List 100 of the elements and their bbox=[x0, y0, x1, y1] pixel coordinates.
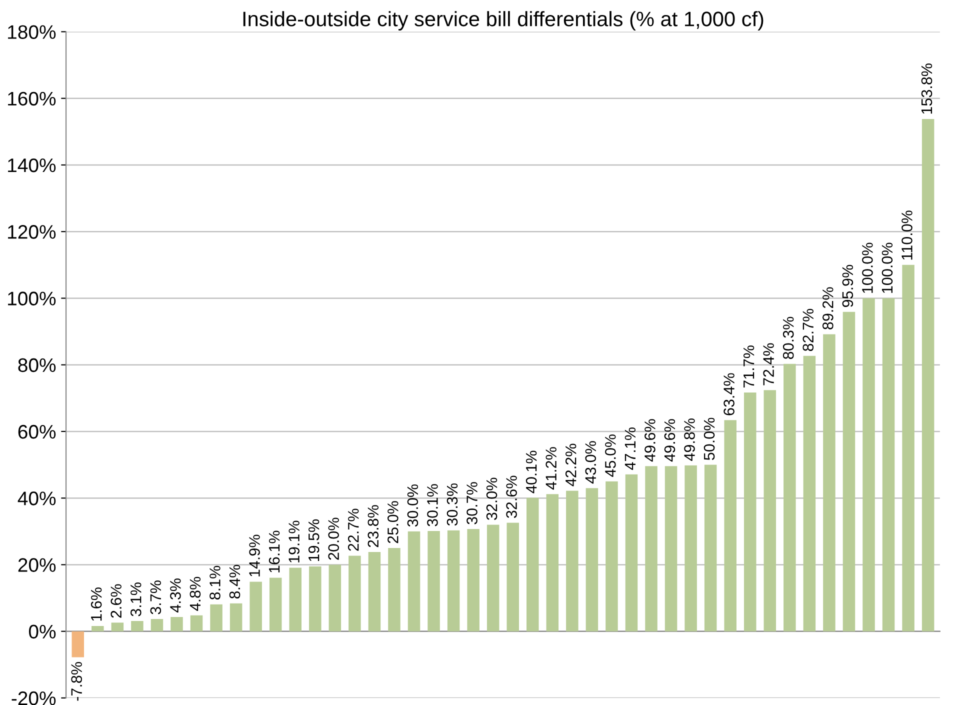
data-label: 19.5% bbox=[308, 519, 320, 562]
bar bbox=[428, 531, 440, 632]
data-label: 72.4% bbox=[763, 343, 774, 386]
bar bbox=[625, 474, 638, 632]
bar bbox=[902, 264, 914, 632]
data-label: 25.0% bbox=[388, 501, 398, 544]
data-label: 1.6% bbox=[90, 588, 102, 621]
bar bbox=[131, 621, 144, 632]
bar bbox=[704, 464, 717, 632]
data-label: 19.1% bbox=[288, 520, 300, 562]
bar bbox=[309, 566, 322, 632]
bar bbox=[546, 494, 559, 632]
data-label: 3.1% bbox=[130, 582, 142, 616]
bar bbox=[467, 529, 480, 632]
bar bbox=[230, 603, 242, 632]
bar bbox=[764, 390, 776, 632]
data-label: 50.0% bbox=[704, 418, 715, 460]
bar bbox=[606, 481, 618, 632]
bar bbox=[526, 498, 539, 632]
data-label: 95.9% bbox=[842, 264, 854, 307]
y-tick-label: 40% bbox=[18, 492, 56, 506]
bar bbox=[388, 548, 400, 632]
bar bbox=[111, 622, 124, 632]
data-label: 2.6% bbox=[110, 584, 122, 618]
bar bbox=[823, 334, 836, 632]
data-label: 49.8% bbox=[684, 418, 695, 461]
y-tick-label: 160% bbox=[8, 92, 56, 106]
data-label: 49.6% bbox=[644, 419, 656, 462]
data-label: 63.4% bbox=[724, 373, 734, 416]
chart-title: Inside-outside city service bill differentials (% at 1,000 cf) bbox=[243, 11, 764, 30]
data-label: 40.1% bbox=[526, 450, 537, 494]
bar bbox=[210, 604, 222, 632]
data-label: 14.9% bbox=[249, 534, 260, 576]
data-label: 89.2% bbox=[822, 287, 834, 330]
data-label: 71.7% bbox=[743, 346, 754, 388]
bar bbox=[882, 298, 895, 632]
bar bbox=[328, 564, 342, 632]
bar bbox=[506, 522, 519, 632]
data-label: 20.0% bbox=[328, 518, 340, 560]
data-label: 47.1% bbox=[624, 427, 636, 470]
data-label: 80.3% bbox=[782, 316, 794, 360]
y-tick-label: 180% bbox=[8, 25, 56, 39]
data-label: 45.0% bbox=[605, 434, 616, 477]
data-label: 4.3% bbox=[170, 578, 181, 612]
y-tick-label: 140% bbox=[8, 158, 56, 172]
data-label: -7.8% bbox=[71, 662, 82, 701]
bar bbox=[447, 530, 460, 632]
bar bbox=[289, 568, 302, 632]
bar bbox=[368, 552, 381, 632]
bar bbox=[72, 631, 84, 658]
data-label: 110.0% bbox=[902, 210, 912, 260]
y-tick-label: 60% bbox=[18, 424, 56, 439]
y-tick-label: -20% bbox=[12, 691, 56, 705]
data-label: 16.1% bbox=[268, 530, 280, 572]
data-label: 8.4% bbox=[229, 564, 240, 599]
bar bbox=[784, 364, 796, 632]
y-tick-label: 0% bbox=[28, 624, 56, 639]
bar bbox=[664, 466, 678, 632]
data-label: 4.8% bbox=[190, 576, 201, 611]
bar bbox=[269, 578, 282, 632]
data-label: 32.6% bbox=[506, 476, 517, 518]
bar bbox=[408, 531, 420, 632]
data-label: 42.2% bbox=[565, 444, 576, 486]
bar bbox=[586, 488, 598, 632]
data-label: 8.1% bbox=[210, 566, 220, 600]
data-label: 23.8% bbox=[368, 505, 379, 548]
bar bbox=[190, 615, 203, 632]
bar bbox=[170, 617, 183, 632]
y-tick-label: 100% bbox=[8, 292, 56, 306]
bar bbox=[744, 392, 756, 632]
y-tick-label: 20% bbox=[18, 558, 56, 572]
data-label: 30.7% bbox=[466, 482, 478, 524]
data-label: 49.6% bbox=[664, 419, 676, 462]
bar bbox=[150, 619, 164, 632]
bar bbox=[645, 466, 658, 632]
data-label: 22.7% bbox=[348, 508, 359, 551]
bar bbox=[862, 298, 875, 632]
bar bbox=[348, 556, 361, 632]
data-label: 100.0% bbox=[862, 242, 873, 293]
data-label: 100.0% bbox=[882, 242, 893, 293]
y-tick-label: 120% bbox=[8, 225, 56, 239]
data-label: 41.2% bbox=[546, 447, 556, 490]
data-label: 3.7% bbox=[150, 580, 162, 614]
bar bbox=[922, 119, 934, 632]
bar bbox=[684, 465, 697, 632]
bar bbox=[724, 420, 736, 632]
bar bbox=[842, 312, 856, 632]
data-label: 82.7% bbox=[802, 308, 814, 352]
y-tick-label: 80% bbox=[18, 358, 56, 372]
data-label: 32.0% bbox=[486, 478, 498, 520]
data-label: 43.0% bbox=[585, 441, 596, 484]
data-label: 30.3% bbox=[446, 483, 458, 526]
data-label: 30.1% bbox=[427, 484, 438, 526]
bar bbox=[486, 524, 500, 632]
bar bbox=[566, 490, 578, 632]
bar bbox=[250, 582, 262, 632]
bar bbox=[803, 356, 816, 632]
data-label: 153.8% bbox=[921, 64, 932, 114]
bar bbox=[92, 626, 104, 632]
data-label: 30.0% bbox=[407, 484, 418, 527]
